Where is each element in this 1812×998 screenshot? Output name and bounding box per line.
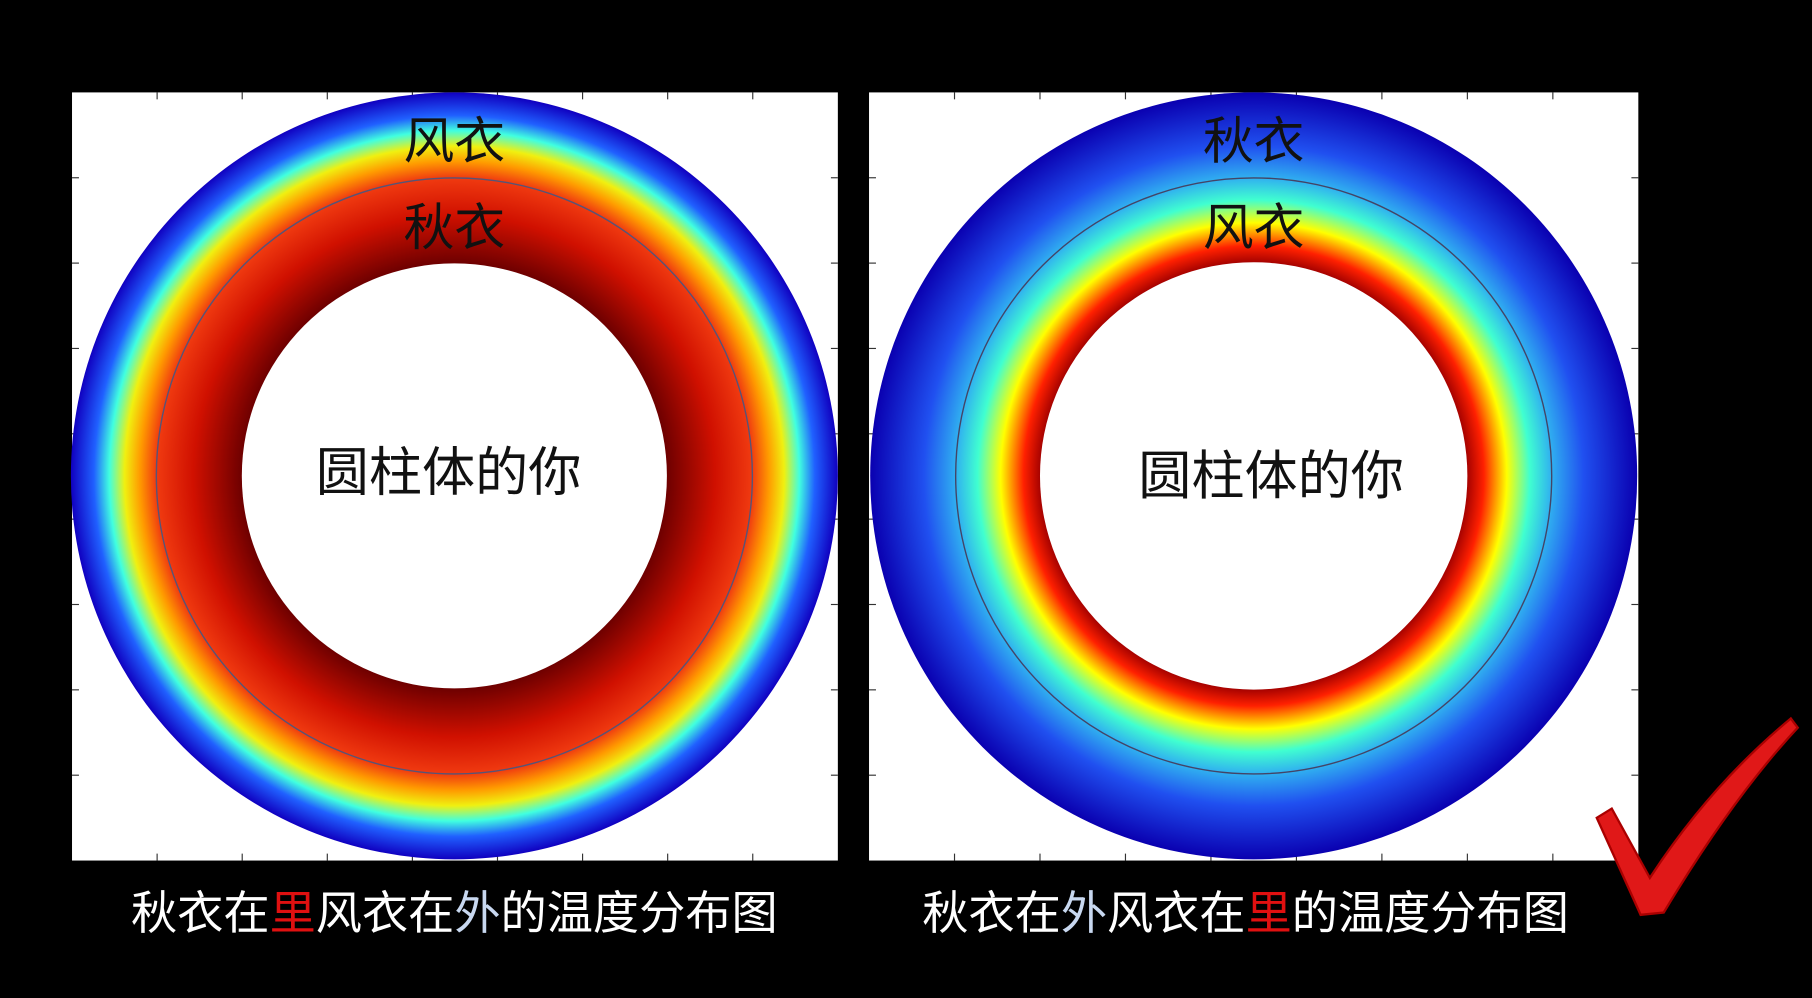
check-mark	[1595, 716, 1800, 917]
inner-layer-label: 秋衣	[404, 198, 506, 257]
outer-layer-label: 秋衣	[1203, 111, 1305, 170]
caption-part: 的温度分布图	[501, 885, 778, 939]
caption-part: 的温度分布图	[1292, 885, 1569, 939]
caption-part: 风衣在	[1107, 885, 1246, 939]
caption: 秋衣在外风衣在里的温度分布图	[922, 885, 1569, 939]
layer-boundary	[155, 177, 754, 775]
frame-ticks	[869, 92, 1639, 861]
center-label: 圆柱体的你	[316, 442, 582, 504]
caption-part: 外	[454, 885, 500, 939]
outer-layer-label: 风衣	[404, 111, 506, 170]
caption-part: 外	[1061, 885, 1107, 939]
body-core	[241, 263, 667, 689]
caption-part: 里	[270, 885, 316, 939]
caption: 秋衣在里风衣在外的温度分布图	[131, 885, 778, 939]
layer-boundary	[954, 177, 1553, 775]
caption-part: 里	[1246, 885, 1292, 939]
caption-part: 秋衣在	[922, 885, 1061, 939]
inner-layer-label: 风衣	[1203, 198, 1305, 257]
caption-part: 风衣在	[316, 885, 455, 939]
body-core	[1039, 262, 1468, 690]
caption-part: 秋衣在	[131, 885, 270, 939]
center-label: 圆柱体的你	[1138, 445, 1404, 507]
